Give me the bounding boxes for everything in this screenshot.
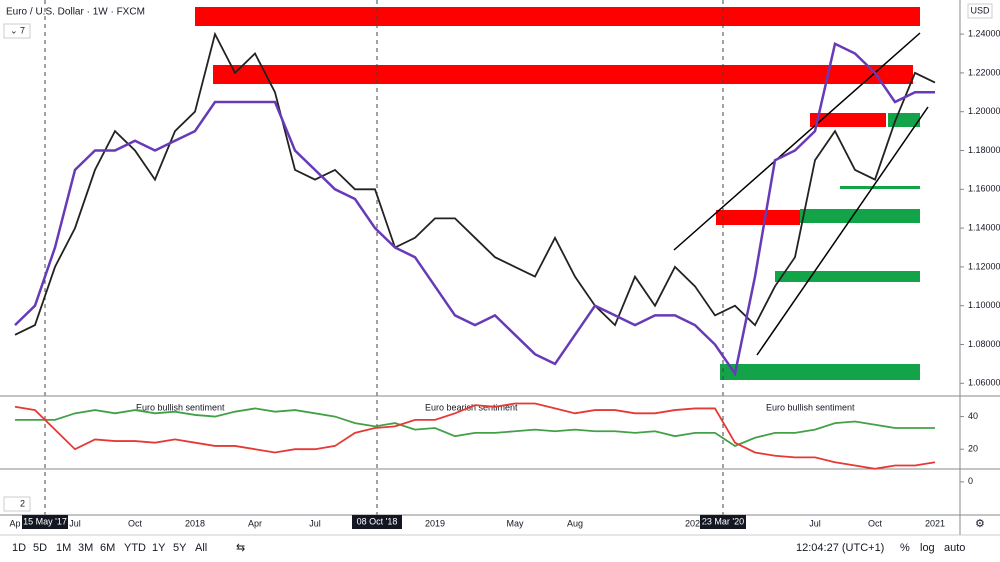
marker-label: 15 May '17 (23, 516, 67, 526)
auto-toggle[interactable]: auto (944, 542, 965, 554)
marker-label-bg (700, 515, 746, 529)
collapse-button[interactable] (3, 496, 31, 512)
x-tick-label: Aug (567, 518, 583, 528)
compare-icon[interactable]: ⇆ (236, 542, 245, 554)
trend-line (756, 106, 929, 356)
x-tick-label: Oct (128, 518, 143, 528)
y-tick-label: 40 (968, 411, 978, 421)
y-tick-label: 1.10000 (968, 300, 1000, 310)
range-button[interactable]: 3M (78, 542, 93, 554)
trend-line (673, 32, 921, 251)
y-tick-label: 0 (968, 476, 973, 486)
x-tick-label: Oct (868, 518, 883, 528)
marker-label: 23 Mar '20 (702, 516, 744, 526)
range-buttons: 1D 5D 1M 3M 6M YTD 1Y 5Y All (12, 542, 207, 554)
supply-zone (810, 113, 886, 127)
x-tick-label: Apr (248, 518, 262, 528)
y-tick-label: 1.12000 (968, 261, 1000, 271)
series-line (14, 31, 936, 336)
settings-icon[interactable]: ⚙ (975, 518, 985, 530)
demand-zone (800, 209, 920, 223)
currency-badge (967, 3, 993, 19)
annotation: Euro bullish sentiment (136, 402, 225, 412)
range-button[interactable]: 1M (56, 542, 71, 554)
demand-zone (775, 271, 920, 282)
range-button[interactable]: 5D (33, 542, 47, 554)
series-line (14, 41, 935, 377)
range-button[interactable]: All (195, 542, 207, 554)
pane-badge[interactable]: 2 (20, 498, 25, 508)
y-tick-label: 1.08000 (968, 339, 1000, 349)
series-line (14, 402, 936, 470)
zones (195, 7, 929, 380)
y-tick-label: 1.16000 (968, 184, 1000, 194)
x-tick-label: 2020 (685, 518, 705, 528)
supply-zone (716, 210, 800, 225)
y-tick-label: 1.20000 (968, 106, 1000, 116)
x-tick-label: Jul (809, 518, 821, 528)
marker-label: 08 Oct '18 (357, 516, 398, 526)
y-tick-label: 1.18000 (968, 145, 1000, 155)
demand-zone (720, 364, 920, 380)
x-tick-label: 2021 (925, 518, 945, 528)
range-button[interactable]: 1Y (152, 542, 166, 554)
range-button[interactable]: YTD (124, 542, 146, 554)
log-toggle[interactable]: log (920, 542, 935, 554)
chevron: ⌄ (10, 25, 18, 35)
clock: 12:04:27 (UTC+1) (796, 542, 884, 554)
x-tick-label: Jul (69, 518, 81, 528)
supply-zone (195, 7, 920, 26)
demand-line (840, 186, 920, 189)
symbol-title: Euro / U.S. Dollar · 1W · FXCM (6, 7, 145, 18)
series-line (15, 407, 935, 447)
marker-label-bg (22, 515, 68, 529)
range-button[interactable]: 5Y (173, 542, 187, 554)
currency: USD (970, 5, 990, 15)
range-button[interactable]: 1D (12, 542, 26, 554)
x-tick-label: Ap (9, 518, 20, 528)
percent-toggle[interactable]: % (900, 542, 910, 554)
y-tick-label: 1.14000 (968, 222, 1000, 232)
collapse-button[interactable] (3, 23, 31, 39)
y-tick-label: 1.06000 (968, 378, 1000, 388)
marker-label-bg (352, 515, 402, 529)
supply-zone (213, 65, 913, 84)
x-tick-label: 2018 (185, 518, 205, 528)
annotation: Euro bullish sentiment (766, 402, 855, 412)
y-tick-label: 1.24000 (968, 28, 1000, 38)
x-tick-label: Jul (309, 518, 321, 528)
x-tick-label: 2019 (425, 518, 445, 528)
pane-badge[interactable]: 7 (20, 25, 25, 35)
y-tick-label: 1.22000 (968, 67, 1000, 77)
range-button[interactable]: 6M (100, 542, 115, 554)
demand-zone (888, 113, 920, 127)
y-tick-label: 20 (968, 444, 978, 454)
x-tick-label: May (506, 518, 524, 528)
